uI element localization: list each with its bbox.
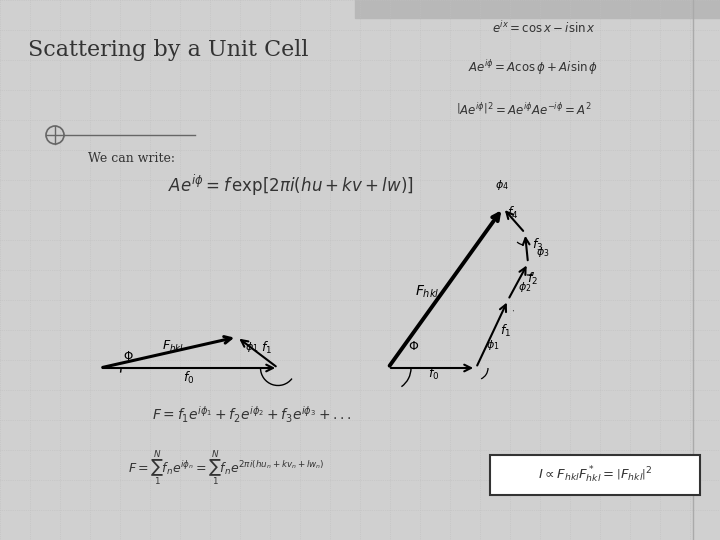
Text: We can write:: We can write: bbox=[88, 152, 175, 165]
Bar bbox=[490, 455, 700, 495]
Text: $\phi_1$: $\phi_1$ bbox=[486, 338, 500, 352]
Text: $F = f_1 e^{i\phi_1} + f_2 e^{i\phi_2} + f_3 e^{i\phi_3} + ...$: $F = f_1 e^{i\phi_1} + f_2 e^{i\phi_2} +… bbox=[152, 405, 351, 425]
Text: $\phi_1$: $\phi_1$ bbox=[245, 340, 258, 354]
Text: $\Phi$: $\Phi$ bbox=[408, 340, 419, 353]
Text: $F = \sum_1^N f_n e^{i\phi_n} = \sum_1^N f_n e^{2\pi i(hu_n+kv_n+lw_n)}$: $F = \sum_1^N f_n e^{i\phi_n} = \sum_1^N… bbox=[128, 448, 325, 488]
Text: $f_2$: $f_2$ bbox=[527, 271, 538, 287]
Text: Scattering by a Unit Cell: Scattering by a Unit Cell bbox=[28, 39, 308, 61]
Text: $e^{ix} = \cos x - i\sin x$: $e^{ix} = \cos x - i\sin x$ bbox=[492, 20, 596, 36]
Text: $\phi_3$: $\phi_3$ bbox=[536, 245, 549, 259]
Text: $F_{hkl}$: $F_{hkl}$ bbox=[415, 284, 439, 300]
Text: $f_0$: $f_0$ bbox=[183, 370, 194, 386]
Text: $f_0$: $f_0$ bbox=[428, 366, 439, 382]
Text: $\Phi$: $\Phi$ bbox=[123, 350, 134, 363]
Text: $Ae^{i\phi} = A\cos\phi + Ai\sin\phi$: $Ae^{i\phi} = A\cos\phi + Ai\sin\phi$ bbox=[468, 58, 598, 77]
Bar bbox=[355, 0, 720, 18]
Text: $f_1$: $f_1$ bbox=[261, 340, 272, 356]
Text: $Ae^{i\phi} = f\,\exp\!\left[2\pi i(hu + kv + lw)\right]$: $Ae^{i\phi} = f\,\exp\!\left[2\pi i(hu +… bbox=[168, 172, 413, 198]
Text: $f_3$: $f_3$ bbox=[532, 237, 544, 253]
Text: $F_{hkl}$: $F_{hkl}$ bbox=[162, 339, 184, 354]
Text: $\phi_2$: $\phi_2$ bbox=[518, 280, 531, 294]
Text: $\left|Ae^{i\phi}\right|^2 = Ae^{i\phi} Ae^{-i\phi} = A^2$: $\left|Ae^{i\phi}\right|^2 = Ae^{i\phi} … bbox=[456, 102, 592, 118]
Text: $f_1$: $f_1$ bbox=[500, 323, 511, 339]
Text: $\phi_4$: $\phi_4$ bbox=[495, 178, 509, 192]
Text: $f_4$: $f_4$ bbox=[507, 205, 518, 221]
Text: $I \propto F_{hkl} F^*_{hkl} = \left|F_{hkl}\right|^2$: $I \propto F_{hkl} F^*_{hkl} = \left|F_{… bbox=[538, 465, 652, 485]
